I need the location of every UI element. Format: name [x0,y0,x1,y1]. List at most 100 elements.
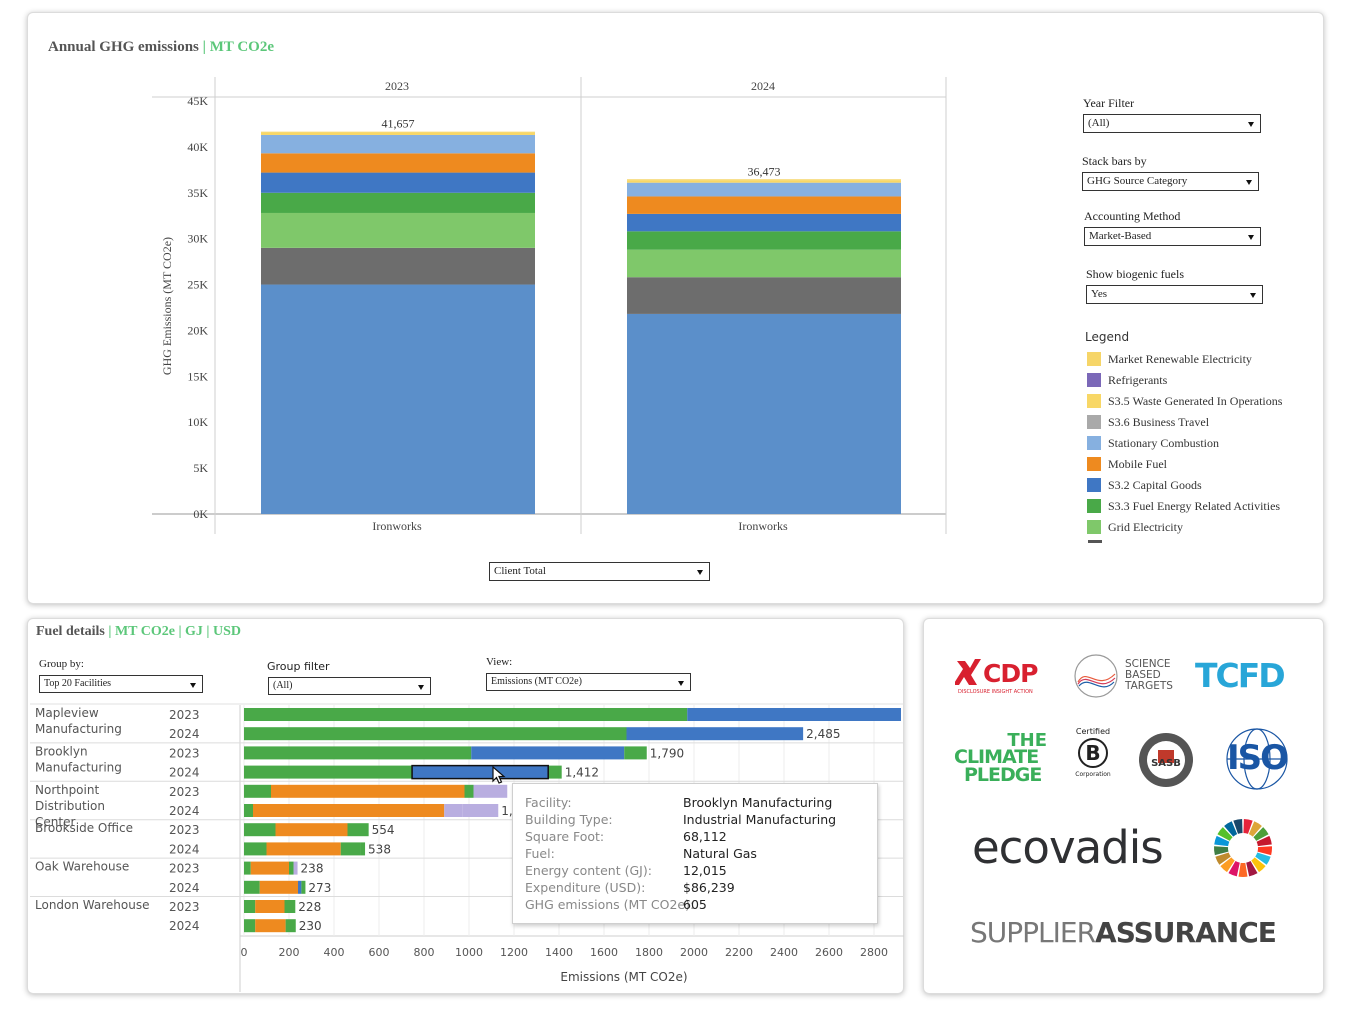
fuel-bar-segment[interactable] [244,842,267,856]
fuel-bar-segment[interactable] [250,861,289,875]
accounting-method-select[interactable]: Market-Based [1084,227,1261,246]
fuel-bar-segment[interactable] [244,804,253,817]
sasb-logo: SASB [1137,731,1195,789]
legend-item[interactable]: S3.6 Business Travel [1087,414,1209,430]
fuel-bar-segment[interactable] [347,823,369,837]
fuel-bar-segment[interactable] [548,765,562,779]
fuel-bar-segment[interactable] [412,765,549,779]
fuel-bar-segment[interactable] [340,842,361,856]
tooltip-row: Square Foot: 68,112 [525,829,727,844]
stacked-bar-segment[interactable] [261,284,535,514]
stacked-bar-segment[interactable] [627,179,901,181]
stacked-bar-segment[interactable] [627,196,901,214]
sdg-wheel-icon [1214,819,1272,877]
year-label: 2024 [169,727,200,741]
legend-item[interactable]: S3.2 Capital Goods [1087,477,1202,493]
fuel-bar-segment[interactable] [244,784,271,798]
group-filter-select[interactable]: (All) [268,677,431,695]
legend-item[interactable]: Refrigerants [1087,372,1167,388]
selected-segment-outline [411,764,549,780]
fuel-bar-segment[interactable] [259,880,298,894]
legend-item[interactable]: S3.5 Waste Generated In Operations [1087,393,1282,409]
stacked-bar-segment[interactable] [261,153,535,173]
fuel-bar-segment[interactable] [284,900,296,913]
fuel-bar-segment[interactable] [360,842,366,856]
iso-logo: ISO [1219,727,1295,791]
stacked-bar-segment[interactable] [627,313,901,514]
legend-item[interactable]: Mobile Fuel [1087,456,1167,472]
group-by-select[interactable]: Top 20 Facilities [39,675,203,693]
tooltip-row: Energy content (GJ): 12,015 [525,863,727,878]
fuel-bar-segment[interactable] [293,861,298,875]
fuel-bar-segment[interactable] [285,919,296,933]
client-select[interactable]: Client Total [489,562,710,581]
y-axis-title: GHG Emissions (MT CO2e) [160,237,174,375]
stacked-bar-segment[interactable] [261,131,535,133]
fuel-bar-segment[interactable] [687,708,901,721]
fuel-bar-segment[interactable] [255,919,286,933]
legend-item[interactable]: S3.3 Fuel Energy Related Activities [1087,498,1280,514]
stacked-bar-segment[interactable] [261,134,535,154]
legend-label: Market Renewable Electricity [1108,351,1252,366]
fuel-bar-segment[interactable] [473,784,508,798]
fuel-bar-segment[interactable] [301,880,306,894]
legend-item[interactable]: Stationary Combustion [1087,435,1219,451]
fuel-bar-segment[interactable] [624,746,647,760]
stacked-bar-segment[interactable] [627,213,901,232]
x-tick-label: 200 [279,946,300,959]
fuel-bar-segment[interactable] [275,823,348,837]
stacked-bar-segment[interactable] [627,182,901,197]
fuel-bar-segment[interactable] [444,804,463,817]
fuel-bar-segment[interactable] [244,727,627,741]
fuel-bar-segment[interactable] [471,746,625,760]
fuel-bar-segment[interactable] [462,804,499,817]
fuel-bar-segment[interactable] [289,861,294,875]
stacked-bar-segment[interactable] [627,231,901,250]
stack-bars-select[interactable]: GHG Source Category [1082,172,1259,191]
fuel-bar-segment[interactable] [244,919,256,933]
fuel-bar-segment[interactable] [255,900,285,913]
stacked-bar-segment[interactable] [261,132,535,135]
year-label: 2024 [169,804,200,818]
fuel-bar-segment[interactable] [298,880,302,894]
fuel-bar-segment[interactable] [626,727,804,741]
fuel-bar-segment[interactable] [244,823,276,837]
fuel-details-title: Fuel details | MT CO2e | GJ | USD [36,624,242,639]
stacked-bar-segment[interactable] [261,247,535,285]
x-tick-label: 0 [241,946,248,959]
x-tick-label: 1200 [500,946,528,959]
fuel-bar-segment[interactable] [244,746,472,760]
stacked-bar-segment[interactable] [627,180,901,183]
bar-value-label: 554 [372,823,395,837]
year-filter-select[interactable]: (All) [1083,114,1261,133]
fuel-bar-segment[interactable] [266,842,341,856]
legend-item[interactable]: Grid Electricity [1087,519,1183,535]
bar-value-label: 228 [298,900,321,914]
fuel-bar-segment[interactable] [244,861,251,875]
legend-label: S3.5 Waste Generated In Operations [1108,393,1283,408]
stacked-bar-segment[interactable] [261,192,535,213]
legend-item[interactable]: Market Renewable Electricity [1087,351,1252,367]
fuel-bar-segment[interactable] [253,804,445,817]
view-select[interactable]: Emissions (MT CO2e) [486,673,691,691]
fuel-bar-segment[interactable] [244,708,688,721]
stacked-bar-segment[interactable] [261,172,535,193]
sdg-wheel-segment [1257,846,1272,856]
stacked-bar-segment[interactable] [261,212,535,248]
fuel-bar-segment[interactable] [464,784,474,798]
fuel-bar-segment[interactable] [244,880,260,894]
stacked-bar-segment[interactable] [627,277,901,314]
stacked-bar-segment[interactable] [627,249,901,278]
group-label: Oak Warehouse [35,860,129,874]
fuel-bar-segment[interactable] [244,900,256,913]
x-category-label: Ironworks [738,519,788,533]
legend-swatch [1087,478,1101,492]
legend-swatch [1087,520,1101,534]
fuel-bar-segment[interactable] [244,765,413,779]
legend-swatch [1087,352,1101,366]
biogenic-fuels-select[interactable]: Yes [1086,285,1263,304]
bar-value-label: 1,790 [650,746,684,760]
legend-swatch [1087,415,1101,429]
group-label: London Warehouse [35,898,150,912]
fuel-bar-segment[interactable] [271,784,465,798]
